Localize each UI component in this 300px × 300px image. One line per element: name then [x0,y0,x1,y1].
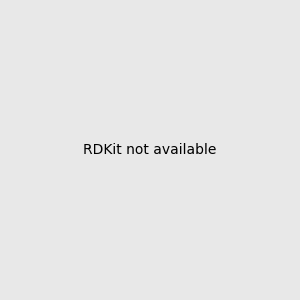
Text: RDKit not available: RDKit not available [83,143,217,157]
